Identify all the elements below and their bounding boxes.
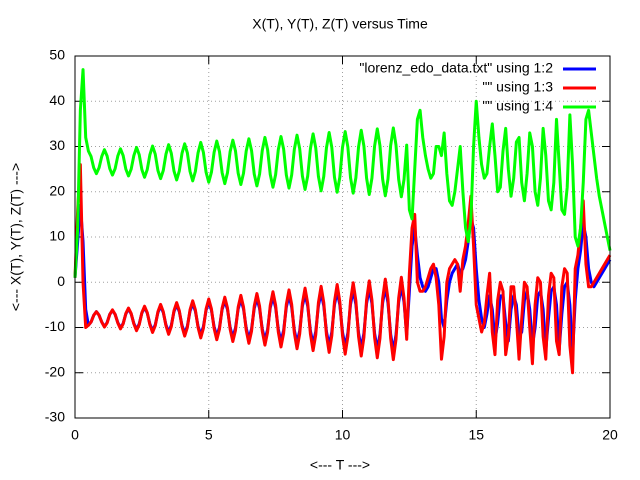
legend-label: "" using 1:4: [482, 98, 553, 114]
x-tick-label: 10: [335, 427, 351, 443]
chart-title: X(T), Y(T), Z(T) versus Time: [252, 16, 428, 32]
legend-label: "" using 1:3: [482, 79, 553, 95]
y-tick-label: 20: [49, 182, 65, 198]
x-tick-label: 15: [468, 427, 484, 443]
x-tick-label: 20: [602, 427, 618, 443]
y-axis-label: <--- X(T), Y(T), Z(T) --->: [8, 163, 24, 311]
y-tick-label: 50: [49, 47, 65, 63]
y-tick-label: 30: [49, 137, 65, 153]
x-axis-label: <--- T --->: [310, 457, 370, 473]
x-tick-label: 5: [205, 427, 213, 443]
y-tick-label: 10: [49, 228, 65, 244]
series-line: [73, 68, 612, 278]
x-tick-label: 0: [71, 427, 79, 443]
series-line: [73, 163, 612, 375]
y-tick-label: 40: [49, 92, 65, 108]
y-tick-label: 0: [57, 273, 65, 289]
y-tick-label: -30: [45, 409, 65, 425]
y-tick-label: -20: [45, 363, 65, 379]
y-tick-label: -10: [45, 318, 65, 334]
plot-border: [74, 55, 611, 419]
legend-label: "lorenz_edo_data.txt" using 1:2: [359, 60, 553, 76]
